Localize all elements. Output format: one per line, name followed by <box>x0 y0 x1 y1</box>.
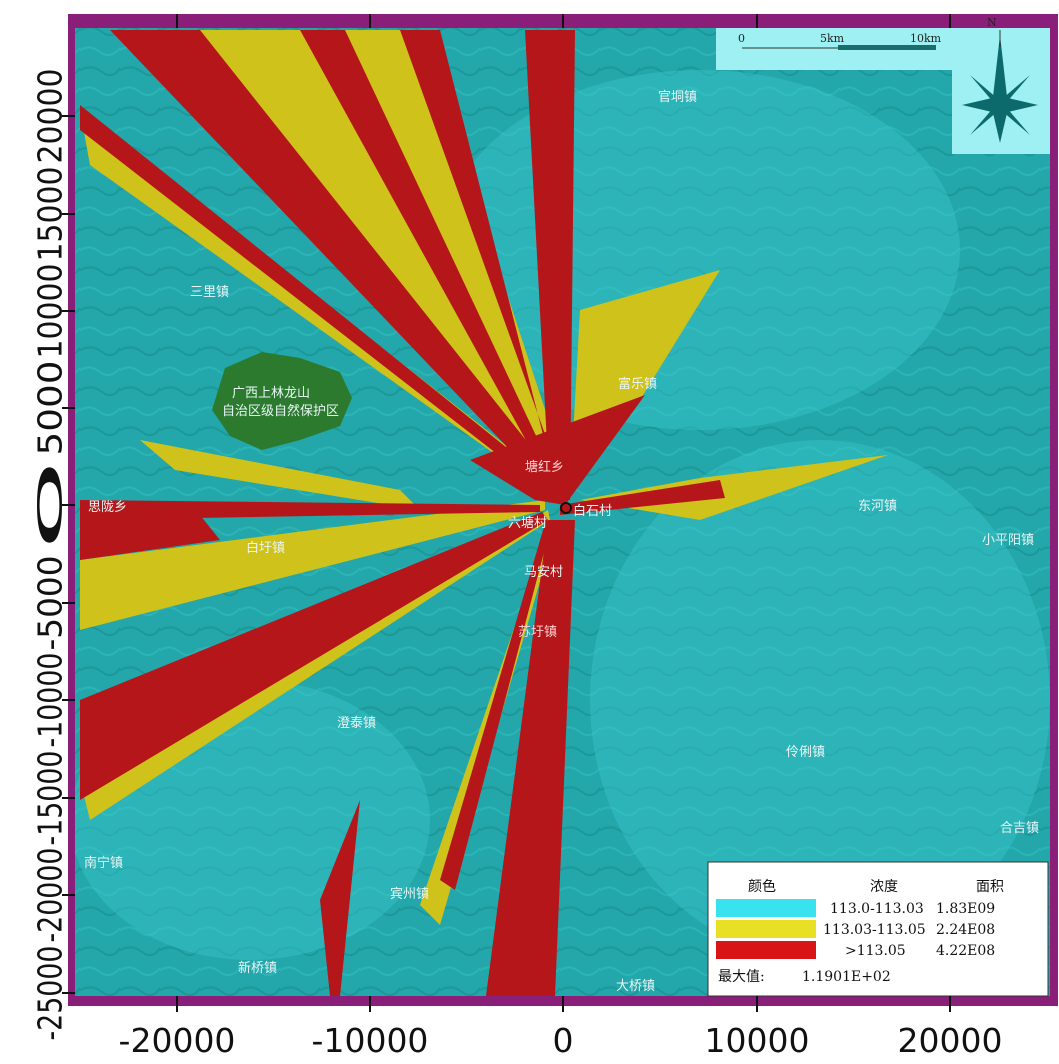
town-label: 苏圩镇 <box>518 624 557 640</box>
high-concentration-zone <box>80 30 725 996</box>
town-label: 三里镇 <box>190 285 229 300</box>
y-tick-label: -20000 <box>31 848 70 943</box>
compass-rose-icon <box>962 30 1038 143</box>
town-label: 大桥镇 <box>616 979 655 994</box>
town-label: 合吉镇 <box>1000 821 1039 836</box>
town-label: 东河镇 <box>858 499 897 514</box>
legend-area: 1.83E09 <box>936 901 995 917</box>
y-axis: 20000150001000050000-5000-10000-15000-20… <box>31 69 75 1041</box>
town-label: 白圩镇 <box>246 540 285 556</box>
emission-source-marker <box>560 502 572 514</box>
town-label: 伶俐镇 <box>786 745 825 760</box>
legend-max-value: 1.1901E+02 <box>802 969 891 985</box>
legend-swatch-mid <box>716 920 816 938</box>
scale-label-5km: 5km <box>820 32 845 45</box>
town-label: 新桥镇 <box>238 960 277 976</box>
x-tick-label: 20000 <box>898 1021 1003 1060</box>
x-axis: -20000 -10000 0 10000 20000 <box>119 14 1003 1060</box>
town-label: 南宁镇 <box>84 855 123 871</box>
town-label: 白石村 <box>573 503 612 519</box>
town-label: 澄泰镇 <box>337 716 376 731</box>
town-labels: 官垌镇 三里镇 广西上林龙山 自治区级自然保护区 思陇乡 白圩镇 富乐镇 塘红乡… <box>84 89 1039 994</box>
scale-bar: 0 5km 10km <box>716 28 958 70</box>
x-tick-label: 0 <box>553 1021 574 1060</box>
town-label: 马安村 <box>524 565 563 580</box>
legend-swatch-low <box>716 899 816 917</box>
legend-range: 113.03-113.05 <box>823 922 926 938</box>
y-tick-label: -10000 <box>31 653 70 748</box>
town-label: 塘红乡 <box>525 459 564 475</box>
town-label: 思陇乡 <box>88 500 127 515</box>
y-tick-label: -5000 <box>31 556 70 651</box>
y-tick-label: 5000 <box>31 361 70 456</box>
x-tick-label: -20000 <box>119 1021 236 1060</box>
north-label: N <box>987 16 997 29</box>
legend-range: 113.0-113.03 <box>830 901 924 917</box>
legend: 颜色 浓度 面积 113.0-113.03 1.83E09 113.03-113… <box>707 861 1049 997</box>
scale-bar-segment <box>838 45 936 50</box>
y-tick-label: -15000 <box>31 751 70 846</box>
reserve-label-line1: 广西上林龙山 <box>232 386 310 401</box>
nature-reserve-area <box>212 352 352 450</box>
legend-header-color: 颜色 <box>748 878 776 895</box>
legend-header-concentration: 浓度 <box>870 879 898 895</box>
north-arrow: N <box>952 16 1050 154</box>
legend-max-label: 最大值: <box>718 969 765 985</box>
town-label: 宾州镇 <box>390 886 429 902</box>
y-tick-label: 10000 <box>31 264 70 359</box>
legend-area: 4.22E08 <box>936 943 995 959</box>
town-label: 小平阳镇 <box>982 533 1034 548</box>
legend-range: >113.05 <box>845 943 906 959</box>
x-tick-label: 10000 <box>705 1021 810 1060</box>
y-tick-label: 15000 <box>31 167 70 262</box>
scale-label-0: 0 <box>738 32 745 45</box>
legend-area: 2.24E08 <box>936 922 995 938</box>
legend-swatch-high <box>716 941 816 959</box>
x-tick-label: -10000 <box>312 1021 429 1060</box>
y-tick-label: 0 <box>31 458 70 553</box>
y-tick-label: -25000 <box>31 946 70 1041</box>
scale-label-10km: 10km <box>910 32 942 45</box>
y-tick-label: 20000 <box>31 69 70 164</box>
town-label: 官垌镇 <box>658 89 697 105</box>
town-label: 富乐镇 <box>618 376 657 392</box>
town-label: 六塘村 <box>508 515 547 531</box>
reserve-label-line2: 自治区级自然保护区 <box>222 403 339 419</box>
legend-header-area: 面积 <box>976 879 1004 895</box>
